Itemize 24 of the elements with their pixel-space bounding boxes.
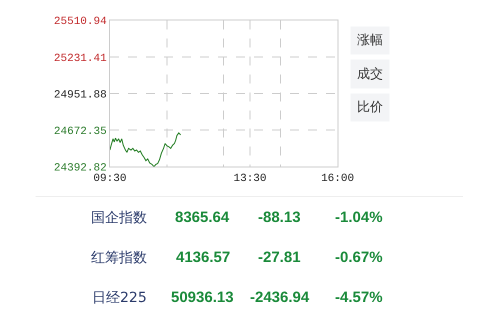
data-label: -88.13 [258, 209, 301, 226]
data-label: -1.04% [335, 209, 383, 226]
category-label: 红筹指数 [91, 250, 147, 266]
category-label: 日经225 [92, 290, 147, 306]
line-series [110, 132, 182, 167]
data-label: 8365.64 [175, 209, 230, 226]
x-tick-label: 16:00 [321, 172, 354, 185]
data-label: -2436.94 [250, 289, 310, 306]
text: 涨幅 [357, 33, 383, 48]
data-label: -4.57% [335, 289, 383, 306]
y-tick-label: 24672.35 [54, 126, 107, 138]
x-tick-label: 13:30 [234, 172, 267, 185]
data-label: 50936.13 [171, 289, 234, 306]
y-tick-label: 25231.41 [54, 52, 108, 65]
data-label: -0.67% [335, 249, 383, 266]
y-tick-label: 25510.94 [54, 16, 108, 28]
text: 成交 [357, 66, 383, 82]
x-tick-label: 09:30 [93, 172, 126, 185]
y-tick-label: 24951.88 [54, 89, 107, 102]
y-tick-label: 24392.82 [54, 162, 107, 175]
data-label: -27.81 [258, 249, 301, 266]
data-label: 4136.57 [176, 249, 230, 266]
text: 比价 [357, 100, 383, 115]
category-label: 国企指数 [91, 210, 147, 226]
